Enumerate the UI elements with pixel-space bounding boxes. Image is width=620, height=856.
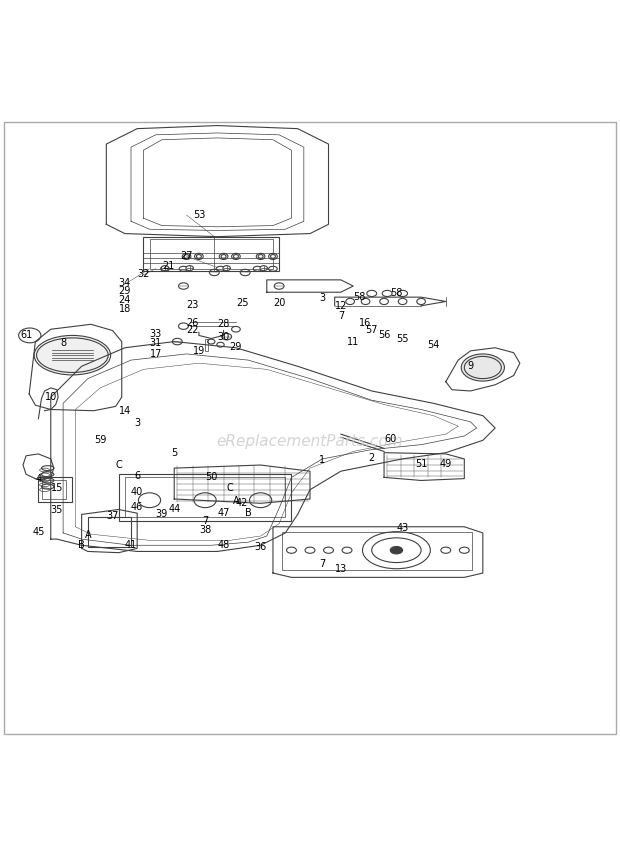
Bar <box>149 239 273 269</box>
Text: 57: 57 <box>365 325 378 336</box>
Text: 28: 28 <box>218 319 230 330</box>
Text: 58: 58 <box>390 288 402 299</box>
Ellipse shape <box>186 265 193 270</box>
Ellipse shape <box>234 254 239 259</box>
Text: 1: 1 <box>319 455 326 465</box>
Text: A: A <box>84 530 91 540</box>
Text: B: B <box>245 508 252 518</box>
Text: 36: 36 <box>254 542 267 551</box>
Ellipse shape <box>34 336 110 375</box>
Text: 34: 34 <box>118 278 131 288</box>
Bar <box>88 517 131 546</box>
Text: 13: 13 <box>335 564 347 574</box>
Text: 38: 38 <box>199 525 211 535</box>
Text: C: C <box>115 460 122 470</box>
Text: 14: 14 <box>118 406 131 416</box>
Text: 15: 15 <box>51 484 63 494</box>
Text: 56: 56 <box>378 330 390 341</box>
Text: 40: 40 <box>131 486 143 496</box>
Text: 55: 55 <box>396 334 409 343</box>
Bar <box>42 480 66 499</box>
Text: 3: 3 <box>319 294 326 303</box>
Ellipse shape <box>223 265 231 270</box>
Text: 17: 17 <box>149 349 162 359</box>
Text: 19: 19 <box>193 346 205 356</box>
Text: 46: 46 <box>131 502 143 512</box>
Ellipse shape <box>197 254 202 259</box>
Text: 41: 41 <box>125 540 137 550</box>
Text: 48: 48 <box>218 540 230 550</box>
Ellipse shape <box>161 265 169 270</box>
Text: 29: 29 <box>230 342 242 352</box>
Text: 23: 23 <box>187 300 199 310</box>
Text: eReplacementParts.com: eReplacementParts.com <box>216 434 404 449</box>
Text: 31: 31 <box>149 338 162 348</box>
Text: 2: 2 <box>369 453 375 462</box>
Text: 33: 33 <box>149 330 162 339</box>
Ellipse shape <box>461 354 505 381</box>
Text: 53: 53 <box>193 210 205 220</box>
Text: 59: 59 <box>94 436 107 445</box>
Text: C: C <box>226 484 233 494</box>
Bar <box>38 478 73 502</box>
Text: 27: 27 <box>180 252 193 261</box>
Text: 11: 11 <box>347 336 360 347</box>
Text: 18: 18 <box>118 304 131 314</box>
Text: 24: 24 <box>118 294 131 305</box>
Text: 45: 45 <box>32 526 45 537</box>
Ellipse shape <box>221 254 226 259</box>
Text: 3: 3 <box>134 418 140 428</box>
Text: B: B <box>78 540 85 550</box>
Bar <box>118 474 291 520</box>
Text: 58: 58 <box>353 292 366 302</box>
Text: 12: 12 <box>335 301 347 312</box>
Bar <box>205 338 208 351</box>
Text: 10: 10 <box>45 392 57 402</box>
Text: 60: 60 <box>384 434 396 444</box>
Text: 20: 20 <box>273 299 285 308</box>
Text: 43: 43 <box>396 523 409 533</box>
Text: 44: 44 <box>168 504 180 514</box>
Text: 26: 26 <box>187 318 199 328</box>
Bar <box>125 478 285 518</box>
Text: 47: 47 <box>218 508 230 518</box>
Text: 22: 22 <box>187 325 199 336</box>
Bar <box>282 532 472 570</box>
Text: 9: 9 <box>467 361 474 372</box>
Text: 25: 25 <box>236 299 249 308</box>
Bar <box>143 236 279 270</box>
Ellipse shape <box>270 254 275 259</box>
Text: 21: 21 <box>162 261 174 270</box>
Text: 35: 35 <box>51 505 63 515</box>
Text: 16: 16 <box>360 318 371 328</box>
Text: 5: 5 <box>171 448 177 458</box>
Text: 39: 39 <box>156 509 168 520</box>
Text: 7: 7 <box>202 515 208 526</box>
Text: 37: 37 <box>106 511 118 521</box>
Text: 50: 50 <box>205 473 218 483</box>
Text: 61: 61 <box>20 330 32 341</box>
Text: 8: 8 <box>60 338 66 348</box>
Ellipse shape <box>390 546 402 554</box>
Text: 4: 4 <box>35 473 42 484</box>
Ellipse shape <box>260 265 267 270</box>
Text: 6: 6 <box>134 471 140 481</box>
Ellipse shape <box>258 254 263 259</box>
Text: 51: 51 <box>415 459 427 469</box>
Text: 54: 54 <box>427 340 440 349</box>
Text: 29: 29 <box>118 286 131 296</box>
Ellipse shape <box>184 254 189 259</box>
Text: 7: 7 <box>319 559 326 568</box>
Text: A: A <box>232 496 239 506</box>
Text: 42: 42 <box>236 498 248 508</box>
Text: 32: 32 <box>137 269 149 279</box>
Text: 49: 49 <box>440 459 452 469</box>
Text: 30: 30 <box>218 331 230 342</box>
Text: 7: 7 <box>338 311 344 321</box>
